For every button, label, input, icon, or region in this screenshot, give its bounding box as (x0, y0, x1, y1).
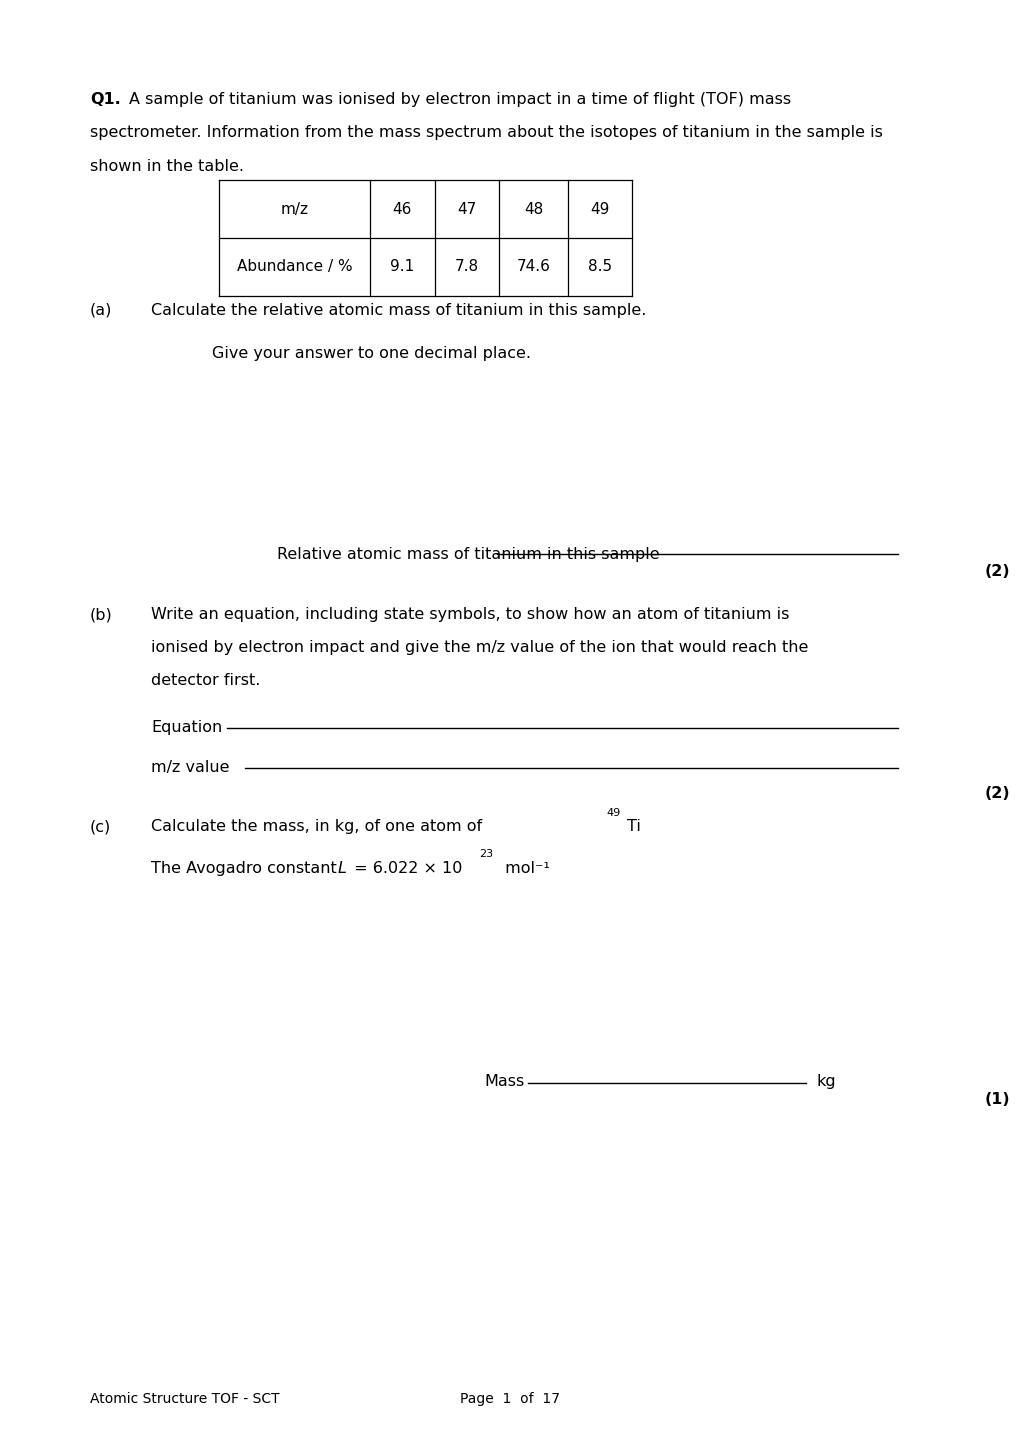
Text: 7.8: 7.8 (454, 260, 478, 274)
Text: 47: 47 (457, 202, 476, 216)
Text: (b): (b) (90, 607, 112, 622)
Text: = 6.022 × 10: = 6.022 × 10 (348, 861, 462, 875)
Text: Atomic Structure TOF - SCT: Atomic Structure TOF - SCT (90, 1392, 279, 1406)
Text: 74.6: 74.6 (516, 260, 550, 274)
Text: Page  1  of  17: Page 1 of 17 (460, 1392, 559, 1406)
Text: Equation: Equation (151, 720, 222, 735)
Text: mol⁻¹: mol⁻¹ (499, 861, 549, 875)
Text: Calculate the mass, in kg, of one atom of: Calculate the mass, in kg, of one atom o… (151, 819, 487, 833)
Text: (1): (1) (983, 1092, 1009, 1106)
Text: Mass: Mass (484, 1074, 524, 1089)
Text: Q1.: Q1. (90, 92, 120, 107)
Text: 9.1: 9.1 (390, 260, 414, 274)
Text: 8.5: 8.5 (588, 260, 611, 274)
Text: The Avogadro constant: The Avogadro constant (151, 861, 341, 875)
Text: Abundance / %: Abundance / % (236, 260, 353, 274)
Text: Relative atomic mass of titanium in this sample: Relative atomic mass of titanium in this… (277, 547, 659, 561)
Text: (2): (2) (983, 786, 1009, 800)
Text: L: L (337, 861, 346, 875)
Text: (a): (a) (90, 303, 112, 317)
Text: (c): (c) (90, 819, 111, 833)
Text: A sample of titanium was ionised by electron impact in a time of flight (TOF) ma: A sample of titanium was ionised by elec… (128, 92, 790, 107)
Text: 46: 46 (392, 202, 412, 216)
Text: 49: 49 (606, 808, 621, 818)
Text: ionised by electron impact and give the m/z value of the ion that would reach th: ionised by electron impact and give the … (151, 640, 807, 655)
Text: Write an equation, including state symbols, to show how an atom of titanium is: Write an equation, including state symbo… (151, 607, 789, 622)
Text: Calculate the relative atomic mass of titanium in this sample.: Calculate the relative atomic mass of ti… (151, 303, 646, 317)
Text: Give your answer to one decimal place.: Give your answer to one decimal place. (212, 346, 531, 360)
Text: Ti: Ti (627, 819, 641, 833)
Text: (2): (2) (983, 564, 1009, 578)
Text: detector first.: detector first. (151, 673, 260, 688)
Text: spectrometer. Information from the mass spectrum about the isotopes of titanium : spectrometer. Information from the mass … (90, 125, 881, 140)
Text: 48: 48 (524, 202, 542, 216)
Text: shown in the table.: shown in the table. (90, 159, 244, 173)
Text: 49: 49 (590, 202, 609, 216)
Text: m/z: m/z (280, 202, 309, 216)
Text: 23: 23 (479, 849, 493, 859)
Text: m/z value: m/z value (151, 760, 229, 774)
Text: kg: kg (815, 1074, 835, 1089)
